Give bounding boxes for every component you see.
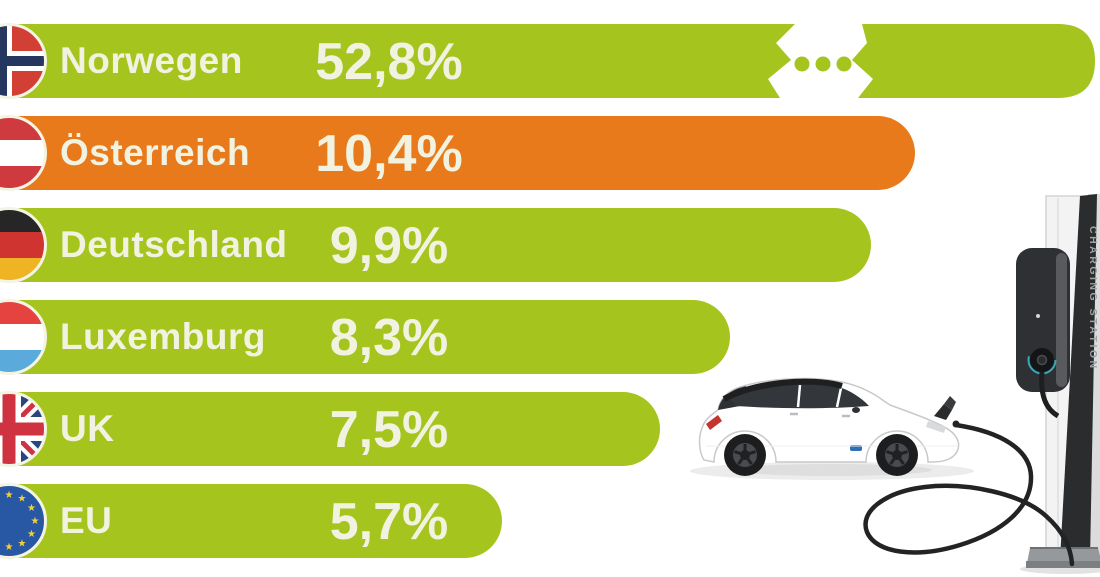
luxembourg-flag-icon (0, 298, 48, 376)
value-label: 5,7% (329, 493, 449, 551)
svg-text:★: ★ (0, 539, 1, 550)
value-label: 7,5% (329, 401, 449, 459)
value-label: 9,9% (329, 217, 449, 275)
bar-row-oesterreich: Österreich 10,4% (0, 114, 1100, 192)
eu-flag-icon: ★★★ ★★★ ★★★ ★★★ (0, 482, 48, 560)
country-label: UK (60, 408, 115, 449)
value-label: 52,8% (315, 33, 463, 91)
germany-flag-icon (0, 206, 48, 284)
country-label: EU (60, 500, 113, 541)
svg-text:★: ★ (0, 494, 1, 505)
bar-row-norwegen: Norwegen 52,8% (0, 22, 1100, 100)
country-label: Norwegen (60, 40, 243, 81)
bar-eu (0, 484, 502, 558)
austria-flag-icon (0, 114, 48, 192)
svg-text:★: ★ (5, 542, 14, 553)
bar-row-deutschland: Deutschland 9,9% (0, 206, 1100, 284)
bar-deutschland (0, 208, 871, 282)
svg-text:★: ★ (18, 494, 27, 505)
bar-uk (0, 392, 660, 466)
svg-text:★: ★ (27, 503, 36, 514)
country-label: Deutschland (60, 224, 288, 265)
bar-oesterreich (0, 116, 915, 190)
svg-text:★: ★ (31, 516, 40, 527)
value-label: 8,3% (329, 309, 449, 367)
norway-flag-icon (0, 22, 48, 100)
svg-text:★: ★ (18, 539, 27, 550)
country-label: Österreich (60, 132, 251, 173)
svg-text:★: ★ (27, 529, 36, 540)
value-label: 10,4% (315, 125, 463, 183)
bar-row-eu: ★★★ ★★★ ★★★ ★★★ EU 5,7% (0, 482, 1100, 560)
uk-flag-icon (0, 390, 48, 468)
country-label: Luxemburg (60, 316, 266, 357)
bar-norwegen-broken (0, 24, 1095, 98)
bar-luxemburg (0, 300, 730, 374)
svg-text:★: ★ (5, 490, 14, 501)
bar-row-luxemburg: Luxemburg 8,3% (0, 298, 1100, 376)
bar-row-uk: UK 7,5% (0, 390, 1100, 468)
